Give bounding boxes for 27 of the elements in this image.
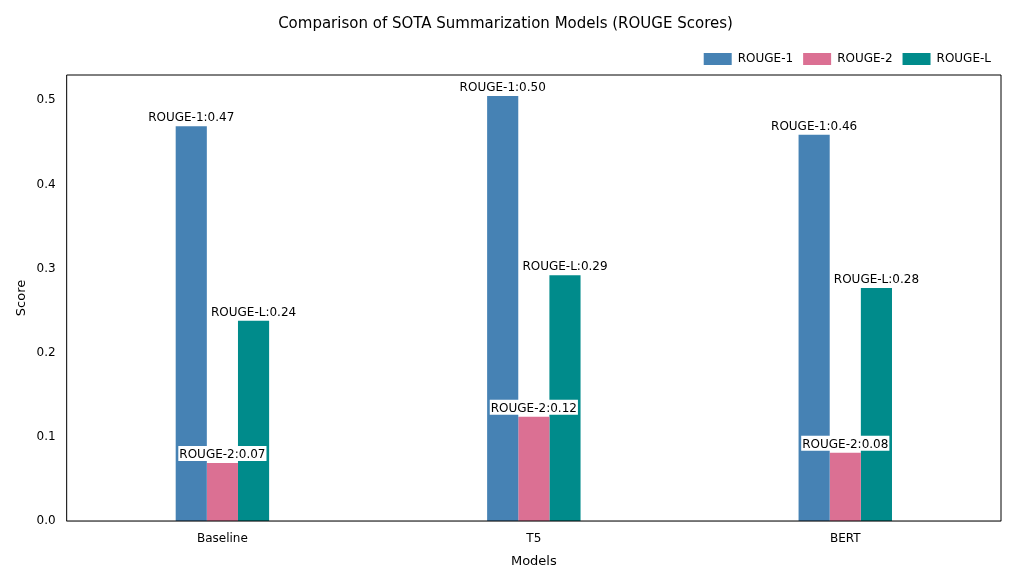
data-label: ROUGE-L:0.28 bbox=[833, 272, 920, 287]
y-axis-title: Score bbox=[13, 279, 29, 317]
legend-label: ROUGE-1 bbox=[737, 51, 794, 66]
data-label: ROUGE-1:0.50 bbox=[459, 80, 546, 95]
data-label: ROUGE-1:0.46 bbox=[771, 118, 858, 133]
bar bbox=[518, 416, 550, 521]
legend-label: ROUGE-2 bbox=[837, 51, 893, 66]
x-tick-label: BERT bbox=[829, 531, 862, 546]
x-tick-label: T5 bbox=[525, 531, 542, 546]
bar bbox=[829, 452, 861, 521]
y-tick-label: 0.5 bbox=[36, 92, 56, 107]
chart-title: Comparison of SOTA Summarization Models (ROUGE Scores) bbox=[278, 13, 733, 32]
legend-label: ROUGE-L bbox=[936, 51, 992, 66]
x-axis-title: Models bbox=[510, 552, 557, 568]
bar bbox=[206, 462, 238, 521]
x-tick-label: Baseline bbox=[196, 531, 248, 546]
data-label: ROUGE-2:0.12 bbox=[490, 400, 577, 415]
data-label: ROUGE-L:0.29 bbox=[522, 259, 608, 274]
y-tick-label: 0.3 bbox=[36, 260, 56, 275]
data-label: ROUGE-2:0.07 bbox=[179, 447, 266, 462]
y-tick-label: 0.1 bbox=[36, 428, 56, 443]
y-tick-label: 0.2 bbox=[36, 344, 56, 359]
y-tick-label: 0.4 bbox=[36, 176, 56, 191]
data-label: ROUGE-1:0.47 bbox=[148, 110, 235, 125]
data-label: ROUGE-2:0.08 bbox=[802, 436, 889, 451]
y-tick-label: 0.0 bbox=[36, 513, 56, 528]
data-label: ROUGE-L:0.24 bbox=[210, 304, 297, 319]
